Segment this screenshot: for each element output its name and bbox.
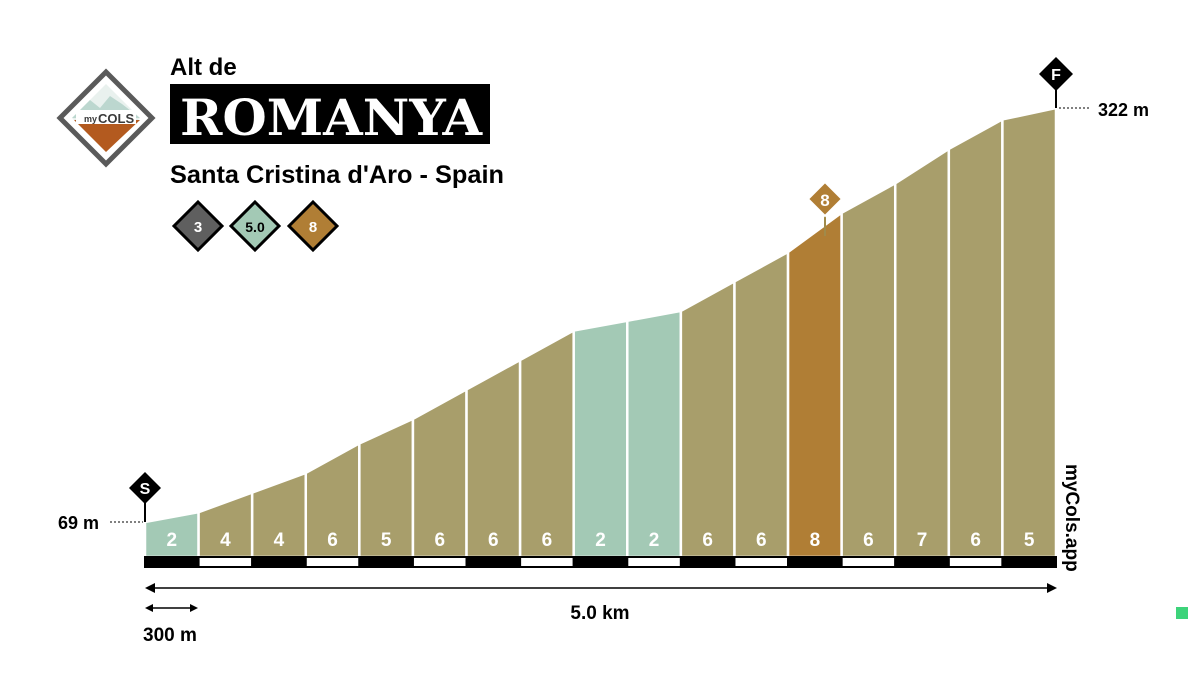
subtitle: Santa Cristina d'Aro - Spain (170, 161, 504, 189)
badge-max-gradient-label: 8 (309, 219, 317, 236)
profile-segment (840, 181, 897, 559)
scale-bar-segment (626, 556, 682, 568)
scale-bar-segment (251, 556, 307, 568)
gradient-label: 2 (167, 530, 178, 551)
gradient-label: 6 (970, 530, 981, 551)
gradient-label: 8 (810, 530, 821, 551)
gradient-label: 7 (917, 530, 928, 551)
gradient-label: 6 (542, 530, 553, 551)
gradient-label: 6 (434, 530, 445, 551)
logo-text-cols: COLS (98, 111, 134, 126)
scale-bar-segment (733, 556, 790, 568)
scale-bar-segment (787, 556, 843, 568)
gradient-label: 4 (220, 530, 231, 551)
gradient-label: 6 (327, 530, 338, 551)
scale-bar-segment (304, 556, 361, 568)
gradient-labels: 2 4 4 6 5 6 6 6 2 2 6 6 8 6 7 6 5 (167, 530, 1035, 551)
profile-segment (947, 117, 1004, 559)
segment-scale-arrow (145, 604, 198, 612)
gradient-label: 4 (274, 530, 285, 551)
scale-bar-segment (358, 556, 414, 568)
mycols-credit: myCols.app (1061, 464, 1082, 572)
gradient-label: 5 (381, 530, 392, 551)
badge-distance: 5.0 (228, 199, 282, 253)
scale-bar-segment (679, 556, 736, 568)
profile-segment (786, 210, 843, 559)
gradient-label: 5 (1024, 530, 1035, 551)
profile-segment (626, 309, 683, 559)
scale-bar-segment (197, 556, 254, 568)
start-marker-label: S (140, 481, 151, 498)
profile-segments (143, 106, 1058, 559)
max-gradient-marker-label: 8 (820, 191, 829, 210)
pretitle: Alt de (170, 54, 237, 81)
total-distance-arrow (145, 583, 1057, 593)
gradient-label: 6 (702, 530, 713, 551)
logo-text-my: my (84, 114, 97, 124)
profile-segment (893, 146, 951, 559)
scale-bar-segment (572, 556, 629, 568)
scale-bar-segment (947, 556, 1004, 568)
scale-bar-segment (1001, 556, 1057, 568)
profile-segment (572, 319, 629, 559)
scale-bar-segment (894, 556, 950, 568)
badge-category: 3 (171, 199, 225, 253)
finish-marker: F (1039, 57, 1073, 108)
profile-segment (733, 249, 790, 559)
badge-category-label: 3 (194, 219, 202, 236)
gradient-label: 6 (488, 530, 499, 551)
profile-segment (465, 357, 522, 559)
gradient-label: 2 (595, 530, 606, 551)
max-gradient-marker: 8 (806, 180, 844, 236)
distance-scale-bar (144, 556, 1057, 568)
start-elevation-label: 69 m (58, 513, 99, 533)
profile-segment (518, 328, 575, 559)
page-title: ROMANYA (180, 88, 483, 147)
gradient-label: 6 (863, 530, 874, 551)
start-marker: S (129, 472, 161, 522)
segment-scale-label: 300 m (143, 625, 197, 646)
badge-max-gradient: 8 (286, 199, 340, 253)
finish-marker-label: F (1051, 67, 1061, 84)
gradient-label: 6 (756, 530, 767, 551)
title-box (170, 84, 490, 144)
corner-square (1176, 607, 1188, 619)
mycols-logo: my COLS (56, 68, 156, 168)
gradient-label: 2 (649, 530, 660, 551)
scale-bar-segment (411, 556, 468, 568)
scale-bar-segment (519, 556, 575, 568)
scale-bar-segment (144, 556, 200, 568)
end-elevation-label: 322 m (1098, 100, 1149, 120)
badge-distance-label: 5.0 (245, 219, 265, 235)
scale-bar-segment (840, 556, 897, 568)
scale-bar-segment (465, 556, 522, 568)
profile-segment (1001, 106, 1058, 559)
profile-segment (679, 279, 736, 559)
total-distance-label: 5.0 km (570, 603, 629, 624)
